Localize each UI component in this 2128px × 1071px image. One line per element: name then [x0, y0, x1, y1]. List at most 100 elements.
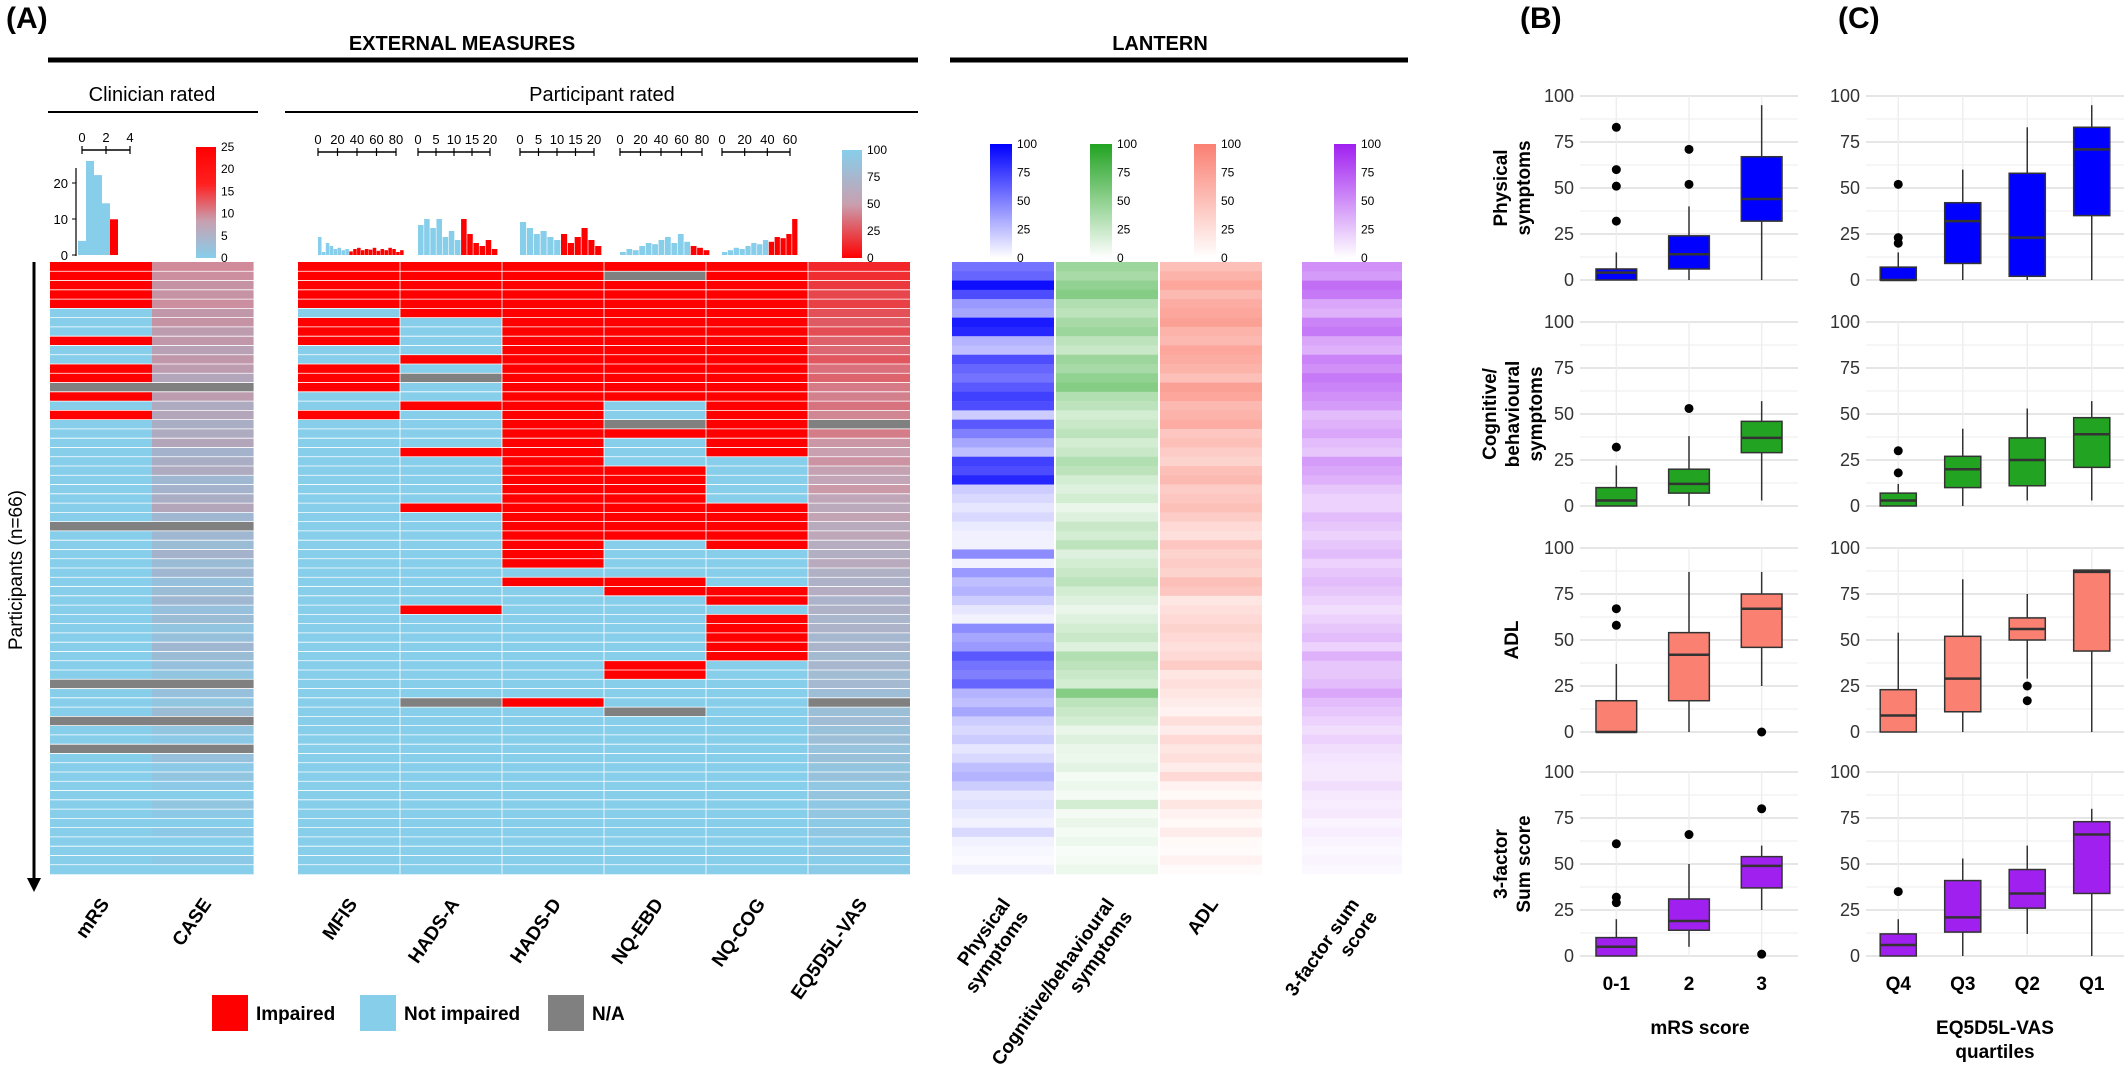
cell-cognitive-behavioural-symptoms-row-49 [1056, 707, 1158, 717]
cell-3-factor-sum-score-row-47 [1302, 688, 1402, 699]
hads-d-histogram-tick-label: 5 [535, 132, 542, 147]
hads-d-histogram-bar-6 [554, 240, 561, 255]
cell-physical-symptoms-row-19 [952, 428, 1054, 439]
cell-physical-symptoms-row-20 [952, 438, 1054, 448]
cell-physical-symptoms-row-4 [952, 289, 1054, 300]
case-colorbar-tick: 0 [221, 251, 228, 265]
cell-adl-row-63 [1160, 836, 1262, 847]
cell-mfis-row-12 [298, 364, 400, 374]
cell-mrs-row-49 [50, 707, 152, 717]
cell-adl-row-5 [1160, 299, 1262, 309]
column-labels: mRS CASE MFIS HADS-A HADS-D NQ-EBD NQ-COG EQ5D5… [72, 895, 1382, 1070]
mrs-histogram-y-tick-label: 20 [54, 176, 68, 191]
cell-adl-row-54 [1160, 753, 1262, 764]
cell-physical-symptoms-row-57 [952, 781, 1054, 791]
cell-case-row-49 [152, 707, 254, 717]
cell-hads-a-row-22 [400, 456, 502, 467]
cell-adl-row-3 [1160, 280, 1262, 291]
cell-cognitive-behavioural-symptoms-row-16 [1056, 401, 1158, 411]
cell-case-row-45 [152, 670, 254, 680]
cell-nq-ebd-row-5 [604, 299, 706, 309]
cell-3-factor-sum-score-row-42 [1302, 642, 1402, 652]
cell-mfis-row-20 [298, 438, 400, 448]
cell-hads-d-row-62 [502, 827, 604, 838]
cell-physical-symptoms-row-43 [952, 651, 1054, 662]
cell-eq5d5l-vas-row-16 [808, 401, 910, 411]
y-tick-label: 100 [1830, 538, 1860, 558]
y-tick-label: 100 [1544, 312, 1574, 332]
nq-ebd-histogram-bar-1 [620, 252, 626, 255]
outlier-point [1611, 620, 1621, 630]
nq-ebd-histogram-bar-9 [671, 243, 678, 255]
cell-eq5d5l-vas-row-52 [808, 734, 910, 745]
cell-mrs-row-56 [50, 772, 152, 782]
cell-nq-ebd-row-55 [604, 762, 706, 773]
cell-nq-ebd-row-2 [604, 271, 706, 281]
nq-cog-histogram-bar-10 [774, 237, 780, 255]
cell-physical-symptoms-row-13 [952, 373, 1054, 383]
y-tick-label: 25 [1840, 450, 1860, 470]
cell-hads-a-row-56 [400, 772, 502, 782]
cell-case-row-7 [152, 317, 254, 328]
cell-mrs-row-38 [50, 605, 152, 615]
cell-nq-cog-row-59 [706, 799, 808, 810]
cell-adl-row-57 [1160, 781, 1262, 791]
cell-mfis-row-21 [298, 447, 400, 458]
cell-nq-cog-row-5 [706, 299, 808, 309]
column-label-nq-ebd: NQ-EBD [608, 895, 668, 968]
cell-adl-row-47 [1160, 688, 1262, 699]
cell-mfis-row-36 [298, 586, 400, 597]
nq-ebd-histogram-tick-label: 80 [695, 132, 709, 147]
cell-cognitive-behavioural-symptoms-row-42 [1056, 642, 1158, 652]
cell-adl-row-55 [1160, 762, 1262, 773]
cell-eq5d5l-vas-row-63 [808, 836, 910, 847]
cell-adl-row-20 [1160, 438, 1262, 448]
cell-cognitive-behavioural-symptoms-row-34 [1056, 568, 1158, 578]
cell-nq-cog-row-34 [706, 568, 808, 578]
cell-nq-cog-row-16 [706, 401, 808, 411]
cell-3-factor-sum-score-row-33 [1302, 558, 1402, 569]
cell-nq-cog-row-25 [706, 484, 808, 495]
cell-hads-a-row-48 [400, 697, 502, 708]
cell-hads-d-row-57 [502, 781, 604, 791]
cell-nq-ebd-row-27 [604, 503, 706, 513]
cell-eq5d5l-vas-row-35 [808, 577, 910, 587]
cell-cognitive-behavioural-symptoms-row-40 [1056, 623, 1158, 634]
cell-adl-row-45 [1160, 670, 1262, 680]
cell-mfis-row-23 [298, 466, 400, 476]
cell-mfis-row-60 [298, 809, 400, 819]
panel-label-a: (A) [6, 2, 48, 35]
cell-cognitive-behavioural-symptoms-row-37 [1056, 595, 1158, 606]
cell-physical-symptoms-row-41 [952, 632, 1054, 643]
y-tick-label: 25 [1554, 676, 1574, 696]
box-physical-symptoms-q4 [1879, 266, 1918, 281]
cell-hads-d-row-10 [502, 345, 604, 356]
cell-hads-a-row-58 [400, 790, 502, 801]
cell-3-factor-sum-score-row-20 [1302, 438, 1402, 448]
mfis-histogram-bar-9 [349, 251, 353, 255]
cell-hads-d-row-64 [502, 846, 604, 856]
cell-mfis-row-30 [298, 530, 400, 541]
cell-case-row-25 [152, 484, 254, 495]
outlier-point [2022, 696, 2032, 706]
y-tick-label: 50 [1840, 404, 1860, 424]
cell-physical-symptoms-row-29 [952, 521, 1054, 532]
column-label-adl: ADL [1183, 895, 1223, 939]
cell-cognitive-behavioural-symptoms-row-36 [1056, 586, 1158, 597]
nq-ebd-histogram-bar-10 [677, 234, 684, 255]
cell-3-factor-sum-score-row-55 [1302, 762, 1402, 773]
hads-a-histogram-tick-label: 10 [447, 132, 461, 147]
mfis-histogram-bar-2 [321, 252, 326, 255]
cell-case-row-12 [152, 364, 254, 374]
cell-physical-symptoms-row-62 [952, 827, 1054, 838]
cell-mrs-row-55 [50, 762, 152, 773]
cell-case-row-32 [152, 549, 254, 560]
cell-physical-symptoms-row-9 [952, 336, 1054, 346]
cell-3-factor-sum-score-row-62 [1302, 827, 1402, 838]
cell-hads-a-row-63 [400, 836, 502, 847]
outlier-point [1611, 165, 1621, 175]
cell-cognitive-behavioural-symptoms-row-26 [1056, 493, 1158, 504]
hads-d-histogram-tick-label: 20 [587, 132, 601, 147]
cell-physical-symptoms-row-53 [952, 744, 1054, 754]
cell-nq-cog-row-45 [706, 670, 808, 680]
